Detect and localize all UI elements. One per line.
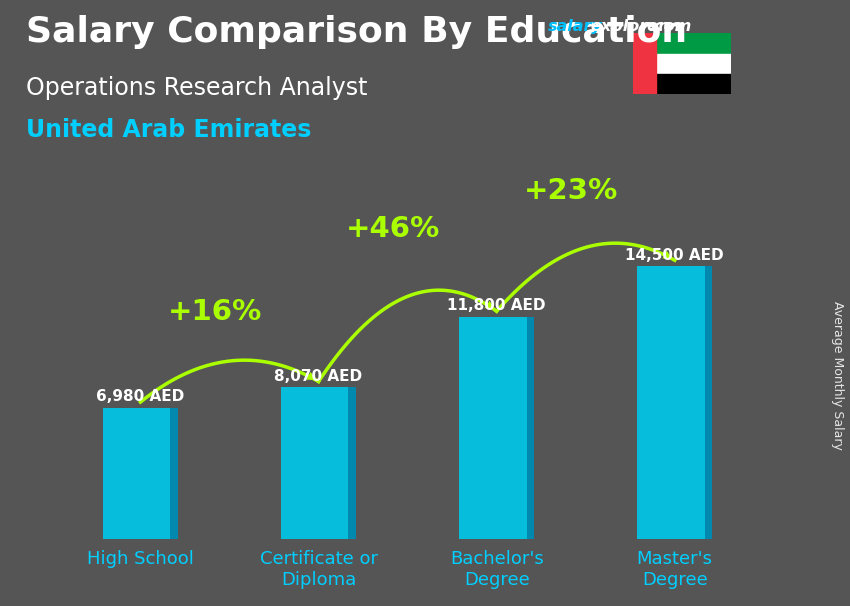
Text: +46%: +46% — [346, 215, 440, 242]
Text: +16%: +16% — [168, 299, 263, 327]
Text: 8,070 AED: 8,070 AED — [275, 369, 363, 384]
Text: 14,500 AED: 14,500 AED — [626, 248, 724, 262]
Bar — [638, 266, 712, 539]
Text: salary: salary — [548, 19, 603, 35]
Bar — [656, 74, 731, 94]
Text: .com: .com — [649, 19, 692, 35]
Text: +23%: +23% — [524, 178, 619, 205]
Bar — [103, 408, 178, 539]
Text: United Arab Emirates: United Arab Emirates — [26, 118, 311, 142]
Text: Operations Research Analyst: Operations Research Analyst — [26, 76, 367, 100]
Text: explorer: explorer — [591, 19, 666, 35]
Bar — [526, 317, 534, 539]
Text: Salary Comparison By Education: Salary Comparison By Education — [26, 15, 687, 49]
Bar — [459, 317, 534, 539]
Bar — [633, 33, 656, 94]
Bar — [348, 387, 356, 539]
Bar — [705, 266, 712, 539]
Text: 6,980 AED: 6,980 AED — [96, 389, 184, 404]
Text: 11,800 AED: 11,800 AED — [447, 299, 546, 313]
Bar — [170, 408, 178, 539]
Bar — [656, 53, 731, 74]
Bar — [281, 387, 356, 539]
Bar — [656, 33, 731, 53]
Text: Average Monthly Salary: Average Monthly Salary — [830, 301, 844, 450]
